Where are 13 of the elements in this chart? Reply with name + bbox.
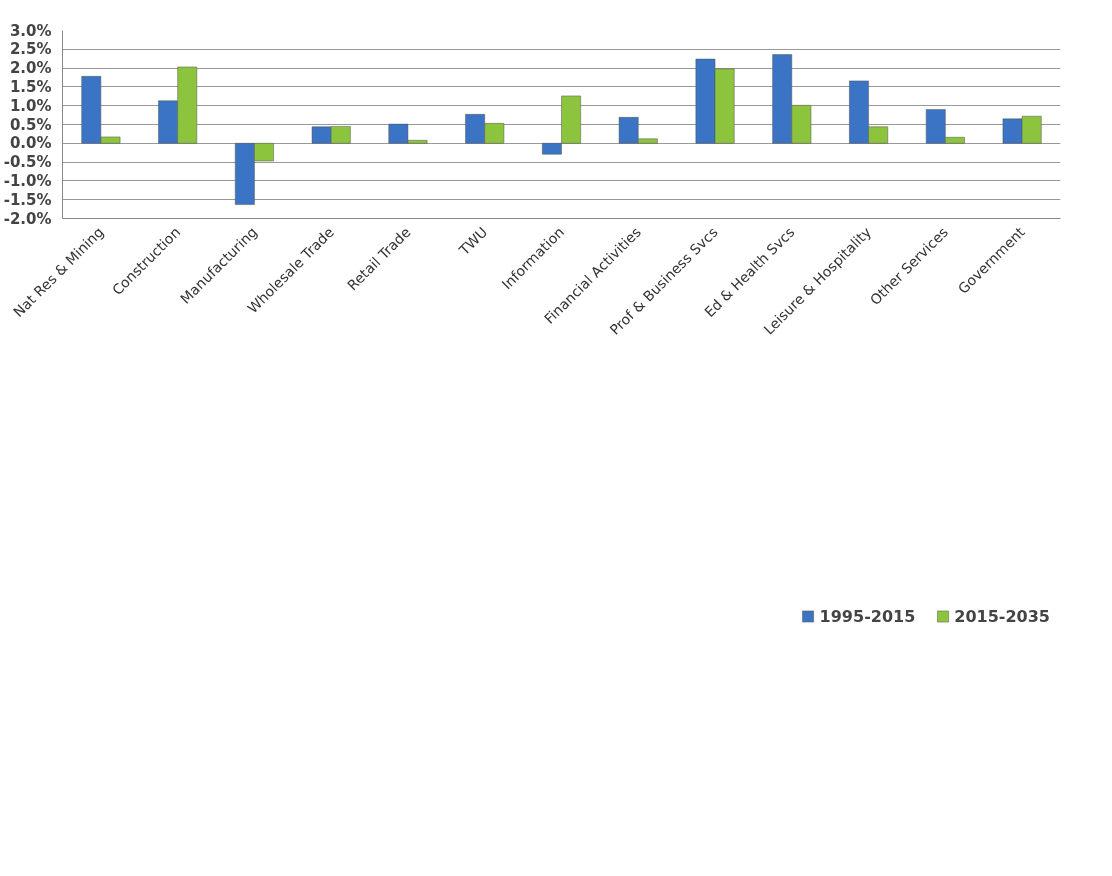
legend-label: 1995-2015 (819, 606, 916, 626)
y-tick-label: 1.0% (9, 96, 52, 115)
y-tick-label: 2.0% (9, 59, 52, 78)
legend-label: 2015-2035 (954, 606, 1050, 626)
y-tick-label: 3.0% (9, 21, 52, 40)
y-tick-label: -1.5% (3, 190, 52, 209)
y-tick-label: 0.5% (9, 115, 52, 134)
y-tick-label: -0.5% (3, 153, 52, 172)
y-tick-label: -2.0% (3, 209, 52, 228)
y-tick-label: 0.0% (9, 134, 52, 153)
y-tick-label: 2.5% (9, 40, 52, 59)
y-tick-label: -1.0% (3, 171, 52, 190)
y-tick-label: 1.5% (9, 77, 52, 96)
